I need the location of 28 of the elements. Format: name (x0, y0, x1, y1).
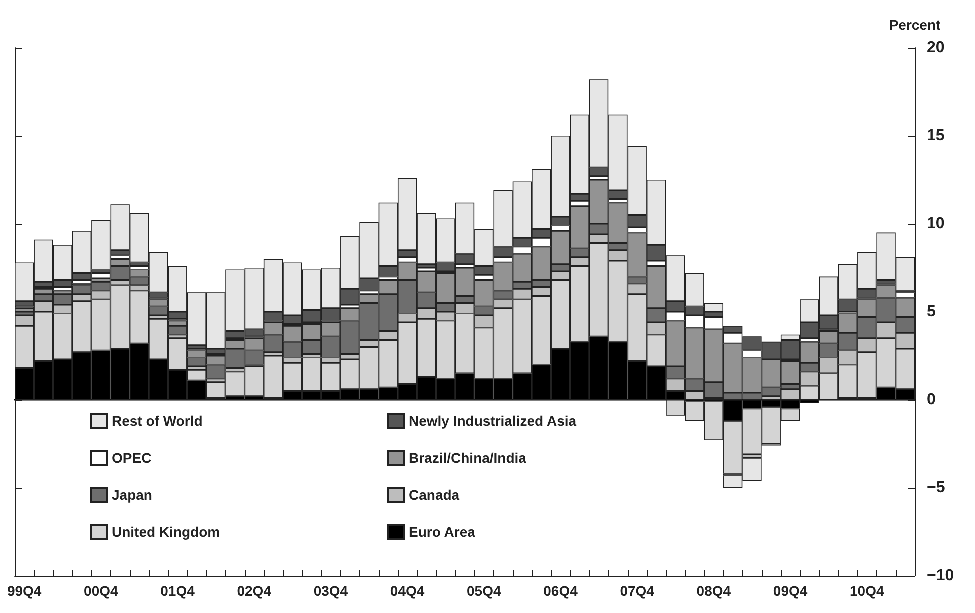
y-tick-label: 10 (927, 216, 945, 232)
x-tick-label: 05Q4 (467, 583, 502, 599)
legend-label: Japan (112, 487, 152, 503)
legend-label: Rest of World (112, 413, 203, 429)
y-tick-label: 0 (927, 392, 936, 408)
x-tick-label: 02Q4 (237, 583, 272, 599)
x-tick-label: 09Q4 (773, 583, 808, 599)
legend-label: United Kingdom (112, 524, 220, 540)
x-tick-label: 01Q4 (160, 583, 196, 599)
x-tick-label: 06Q4 (544, 583, 578, 599)
x-tick-label: 08Q4 (696, 583, 732, 599)
legend-label: Euro Area (409, 524, 476, 540)
x-tick-label: 03Q4 (314, 583, 348, 599)
x-tick-label: 07Q4 (620, 583, 655, 599)
y-tick-label: 20 (927, 40, 945, 56)
legend-label: Brazil/China/India (409, 450, 527, 466)
y-tick-label: 15 (927, 128, 945, 144)
x-tick-label: 10Q4 (850, 583, 884, 599)
y-axis-title: Percent (889, 17, 942, 33)
legend-label: Newly Industrialized Asia (409, 413, 577, 429)
y-tick-label: −10 (927, 568, 954, 584)
legend-label: Canada (409, 487, 460, 503)
x-tick-label: 99Q4 (7, 583, 42, 599)
x-tick-label: 00Q4 (84, 583, 119, 599)
legend-label: OPEC (112, 450, 152, 466)
y-tick-label: 5 (927, 304, 936, 320)
x-tick-label: 04Q4 (390, 583, 425, 599)
y-tick-label: −5 (927, 480, 946, 496)
